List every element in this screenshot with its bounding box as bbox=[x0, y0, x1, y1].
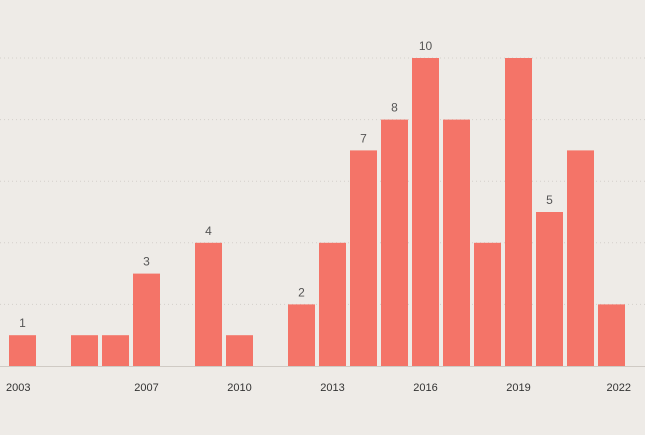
data-label-2020: 5 bbox=[546, 193, 553, 207]
x-tick-label-2016: 2016 bbox=[413, 382, 437, 394]
data-label-2007: 3 bbox=[143, 255, 150, 269]
x-tick-label-2022: 2022 bbox=[607, 382, 631, 394]
bar-2020 bbox=[536, 212, 563, 366]
x-tick-label-2010: 2010 bbox=[227, 382, 251, 394]
data-label-2012: 2 bbox=[298, 285, 305, 299]
x-axis-tick-labels: 2003 2007 2010 2013 2016 2019 2022 bbox=[6, 382, 631, 394]
bar-2007 bbox=[133, 273, 160, 366]
data-label-2016: 10 bbox=[419, 39, 433, 53]
bar-2009 bbox=[195, 242, 222, 366]
x-tick-label-2013: 2013 bbox=[320, 382, 344, 394]
x-tick-label-2019: 2019 bbox=[506, 382, 530, 394]
bar-2012 bbox=[288, 304, 315, 366]
data-label-2003: 1 bbox=[19, 316, 26, 330]
bar-2022 bbox=[598, 304, 625, 366]
bar-2016 bbox=[412, 58, 439, 366]
bar-2019 bbox=[505, 58, 532, 366]
bar-2017 bbox=[443, 119, 470, 366]
bar-2018 bbox=[474, 242, 501, 366]
bar-2003 bbox=[9, 335, 36, 366]
data-label-2014: 7 bbox=[360, 131, 367, 145]
x-tick-label-2007: 2007 bbox=[134, 382, 158, 394]
bar-2013 bbox=[319, 242, 346, 366]
data-label-2009: 4 bbox=[205, 224, 212, 238]
bar-2014 bbox=[350, 150, 377, 366]
bars bbox=[9, 58, 625, 366]
data-label-2015: 8 bbox=[391, 101, 398, 115]
x-tick-label-2003: 2003 bbox=[6, 382, 30, 394]
bar-2010 bbox=[226, 335, 253, 366]
bar-2005 bbox=[71, 335, 98, 366]
bar-2015 bbox=[381, 119, 408, 366]
data-labels: 1 3 4 2 7 8 10 5 bbox=[19, 39, 553, 330]
bar-2021 bbox=[567, 150, 594, 366]
bar-2006 bbox=[102, 335, 129, 366]
